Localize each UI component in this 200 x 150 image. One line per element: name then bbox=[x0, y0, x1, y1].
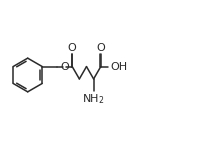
Text: O: O bbox=[60, 62, 69, 72]
Text: O: O bbox=[96, 43, 105, 53]
Text: NH$_2$: NH$_2$ bbox=[82, 92, 105, 106]
Text: OH: OH bbox=[110, 62, 127, 72]
Text: O: O bbox=[68, 43, 77, 53]
